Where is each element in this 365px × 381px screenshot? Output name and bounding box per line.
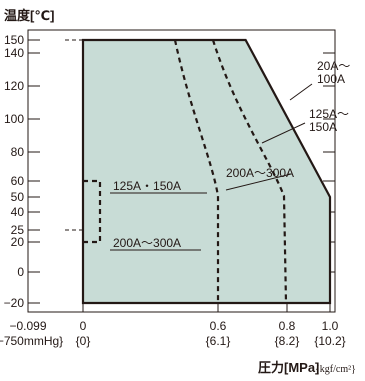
annotation-20a-100a-1: 20A～ (317, 59, 350, 73)
annotation-125a-150a-2: 150A (309, 120, 337, 134)
y-tick-label: 150 (4, 33, 24, 47)
annotation-200a-300a-top: 200A～300A (226, 166, 294, 180)
series-200a-300a-right (211, 39, 288, 304)
x-tick-sublabel: {6.1} (206, 334, 231, 348)
series-125a-150a (173, 39, 220, 303)
y-tick-label: 20 (11, 235, 25, 249)
y-tick-label: 0 (17, 265, 24, 279)
x-tick-sublabel: {−750mmHg} (0, 334, 63, 348)
x-tick-label: 0.6 (210, 319, 227, 333)
x-tick-label: 0.8 (279, 319, 296, 333)
annotation-leaders (110, 83, 313, 251)
y-tick-label: 60 (11, 174, 25, 188)
series-layer (83, 39, 288, 304)
y-tick-label: 120 (4, 79, 24, 93)
x-tick-sublabel: {0} (76, 334, 91, 348)
y-tick-label: −20 (4, 296, 25, 310)
annotation-20a-100a-2: 100A (317, 72, 345, 86)
annotation-125a-150a-1: 125A～ (309, 107, 349, 121)
y-tick-label: 50 (11, 190, 25, 204)
annotation-125a-150a-left: 125A・150A (113, 179, 181, 193)
y-tick-label: 100 (4, 112, 24, 126)
x-axis-unit: {kgf/cm²} (315, 364, 356, 375)
x-tick-label: 1.0 (322, 319, 339, 333)
y-tick-label: 40 (11, 205, 25, 219)
y-tick-label: 80 (11, 145, 25, 159)
y-tick-label: 25 (11, 223, 25, 237)
x-tick-label: −0.099 (9, 319, 46, 333)
leader-125a-150a (261, 122, 306, 144)
y-axis-label: 温度[℃] (4, 8, 54, 23)
region-20a-100a (81, 38, 332, 305)
x-tick-label: 0 (80, 319, 87, 333)
region-layer (81, 38, 332, 305)
series-125a-150a-left-box (83, 179, 102, 244)
x-tick-sublabel: {8.2} (275, 334, 300, 348)
leader-20a-100a (289, 83, 313, 101)
y-tick-label: 140 (4, 46, 24, 60)
x-tick-sublabel: {10.2} (314, 334, 345, 348)
x-axis-label: 圧力[MPa] (258, 360, 319, 375)
annotation-200a-300a-bottom: 200A～300A (113, 236, 181, 250)
x-ticks: −0.099{−750mmHg} 0{0} 0.6{6.1} 0.8{8.2} 1.0{… (0, 303, 346, 348)
leader-200a-300a-top (225, 173, 292, 191)
